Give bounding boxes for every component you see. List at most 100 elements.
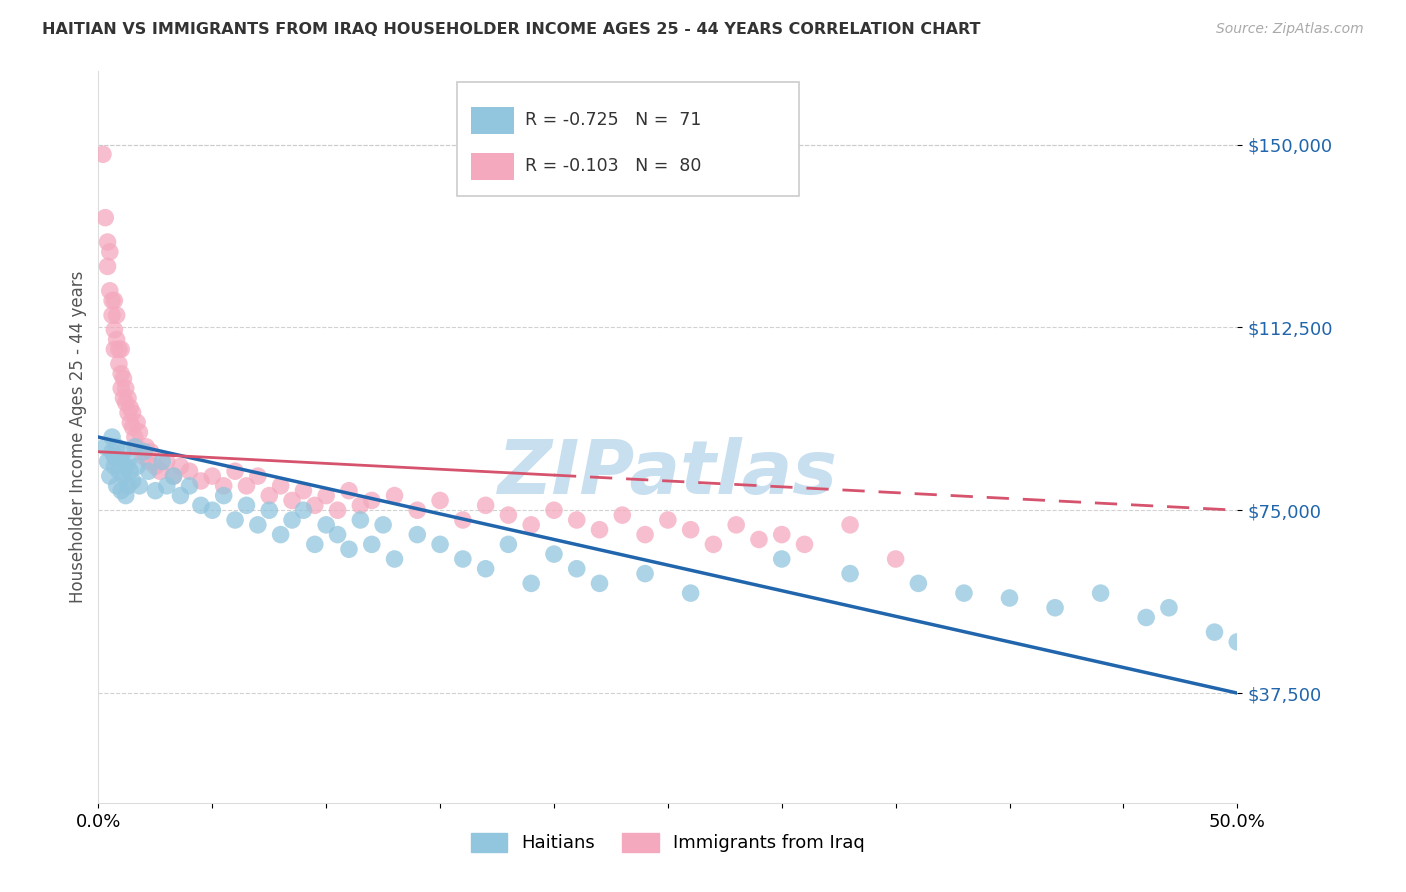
- Point: [884, 552, 907, 566]
- Point: [131, 444, 153, 458]
- Point: [337, 483, 360, 498]
- Point: [679, 586, 702, 600]
- Point: [384, 489, 406, 503]
- Point: [190, 499, 212, 513]
- Point: [145, 483, 167, 498]
- Point: [259, 489, 281, 503]
- Point: [135, 440, 157, 454]
- Point: [292, 483, 315, 498]
- Point: [103, 450, 125, 464]
- Point: [224, 464, 246, 478]
- Point: [657, 513, 679, 527]
- Point: [235, 479, 257, 493]
- Point: [98, 284, 121, 298]
- Point: [212, 489, 235, 503]
- Point: [124, 440, 146, 454]
- Point: [114, 396, 136, 410]
- Text: R = -0.725   N =  71: R = -0.725 N = 71: [526, 112, 702, 129]
- Point: [246, 469, 269, 483]
- Point: [110, 367, 132, 381]
- Point: [162, 469, 184, 483]
- Point: [91, 147, 114, 161]
- Point: [281, 493, 304, 508]
- Point: [235, 499, 257, 513]
- Point: [212, 479, 235, 493]
- Point: [114, 489, 136, 503]
- Point: [103, 459, 125, 474]
- Point: [110, 483, 132, 498]
- Point: [156, 479, 179, 493]
- Point: [120, 464, 142, 478]
- Point: [108, 357, 131, 371]
- Point: [190, 474, 212, 488]
- Point: [520, 576, 543, 591]
- Point: [179, 479, 201, 493]
- Point: [110, 381, 132, 395]
- Point: [117, 479, 139, 493]
- Point: [953, 586, 976, 600]
- Point: [793, 537, 815, 551]
- Point: [406, 527, 429, 541]
- Point: [112, 371, 135, 385]
- Point: [337, 542, 360, 557]
- Point: [98, 244, 121, 259]
- Point: [127, 416, 149, 430]
- Point: [406, 503, 429, 517]
- Point: [565, 513, 588, 527]
- Point: [1043, 600, 1066, 615]
- Point: [565, 562, 588, 576]
- Legend: Haitians, Immigrants from Iraq: Haitians, Immigrants from Iraq: [464, 826, 872, 860]
- Point: [201, 469, 224, 483]
- Text: R = -0.103   N =  80: R = -0.103 N = 80: [526, 158, 702, 176]
- Point: [105, 440, 128, 454]
- Point: [498, 508, 520, 522]
- Point: [998, 591, 1021, 605]
- Point: [105, 479, 128, 493]
- Point: [451, 552, 474, 566]
- Point: [498, 537, 520, 551]
- Point: [124, 430, 146, 444]
- Point: [94, 211, 117, 225]
- Point: [326, 527, 349, 541]
- Text: Source: ZipAtlas.com: Source: ZipAtlas.com: [1216, 22, 1364, 37]
- Point: [474, 562, 496, 576]
- Point: [1090, 586, 1112, 600]
- Point: [96, 235, 118, 249]
- Point: [292, 503, 315, 517]
- Point: [149, 464, 172, 478]
- Point: [201, 503, 224, 517]
- Point: [748, 533, 770, 547]
- Point: [139, 444, 162, 458]
- Point: [770, 552, 793, 566]
- Point: [839, 517, 862, 532]
- Point: [150, 454, 173, 468]
- Point: [101, 308, 124, 322]
- Point: [120, 401, 142, 415]
- Point: [1226, 635, 1249, 649]
- Point: [105, 308, 128, 322]
- Point: [101, 293, 124, 308]
- Point: [270, 479, 292, 493]
- Point: [588, 576, 610, 591]
- Point: [349, 499, 371, 513]
- Point: [281, 513, 304, 527]
- Point: [112, 444, 135, 458]
- Point: [588, 523, 610, 537]
- Point: [315, 489, 337, 503]
- Point: [156, 454, 179, 468]
- Point: [543, 547, 565, 561]
- Point: [371, 517, 394, 532]
- Point: [120, 416, 142, 430]
- Point: [725, 517, 748, 532]
- Point: [127, 459, 149, 474]
- Point: [108, 464, 131, 478]
- Point: [127, 440, 149, 454]
- FancyBboxPatch shape: [471, 107, 515, 134]
- Point: [105, 333, 128, 347]
- Point: [634, 566, 657, 581]
- Point: [543, 503, 565, 517]
- Point: [304, 537, 326, 551]
- Point: [1135, 610, 1157, 624]
- Point: [429, 493, 451, 508]
- Point: [94, 440, 117, 454]
